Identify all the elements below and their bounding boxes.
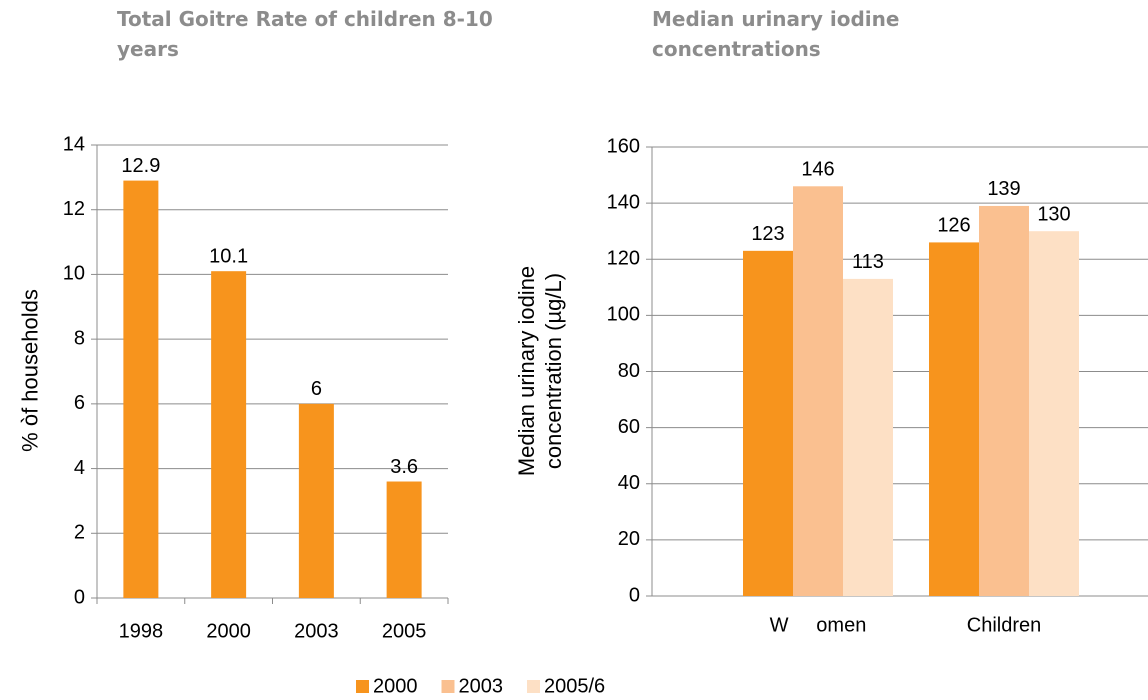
chart-title: Total Goitre Rate of children 8-10 years	[117, 7, 493, 61]
legend-swatch	[527, 680, 540, 693]
legend-label: 2003	[459, 675, 504, 697]
y-tick-label: 100	[607, 304, 640, 326]
bar	[793, 186, 843, 596]
data-label: 126	[937, 215, 970, 237]
y-tick-label: 4	[74, 457, 85, 479]
x-tick-label: W omen	[770, 614, 867, 636]
data-label: 12.9	[121, 155, 160, 177]
y-tick-label: 2	[74, 522, 85, 544]
legend-label: 2000	[373, 675, 418, 697]
legend-swatch	[441, 680, 455, 693]
legend-label: 2005/6	[544, 675, 605, 697]
x-tick-label: 1998	[119, 620, 164, 642]
bar	[211, 271, 247, 598]
x-tick-label: 2003	[294, 620, 339, 642]
y-tick-label: 140	[607, 191, 640, 213]
data-label: 139	[987, 178, 1020, 200]
y-tick-label: 80	[618, 360, 640, 382]
data-label: 130	[1037, 203, 1070, 225]
data-label: 6	[311, 378, 322, 400]
data-label: 146	[801, 159, 834, 181]
bar	[743, 250, 793, 597]
bar	[929, 242, 979, 596]
y-tick-label: 160	[607, 135, 640, 157]
y-tick-label: 8	[74, 327, 85, 349]
y-tick-label: 20	[618, 528, 640, 550]
y-tick-label: 12	[63, 198, 85, 220]
y-tick-label: 120	[607, 248, 640, 270]
data-label: 3.6	[390, 456, 418, 478]
bar	[1029, 231, 1079, 596]
y-tick-label: 60	[618, 416, 640, 438]
y-tick-label: 6	[74, 392, 85, 414]
data-label: 10.1	[209, 245, 248, 267]
data-label: 123	[751, 223, 784, 245]
y-tick-label: 10	[63, 263, 85, 285]
y-tick-label: 0	[74, 586, 85, 608]
bar	[979, 205, 1029, 596]
data-label: 113	[852, 251, 884, 273]
bar	[843, 278, 893, 596]
bar	[123, 180, 159, 599]
bar	[386, 481, 422, 598]
x-tick-label: 2005	[382, 620, 427, 642]
bar	[298, 403, 334, 598]
y-tick-label: 14	[63, 133, 85, 155]
y-tick-label: 0	[629, 584, 640, 606]
legend-swatch	[356, 680, 369, 693]
y-tick-label: 40	[618, 472, 640, 494]
chart-title: Median urinary iodine concentrations	[652, 7, 900, 61]
x-tick-label: 2000	[206, 620, 251, 642]
x-tick-label: Children	[967, 614, 1041, 636]
